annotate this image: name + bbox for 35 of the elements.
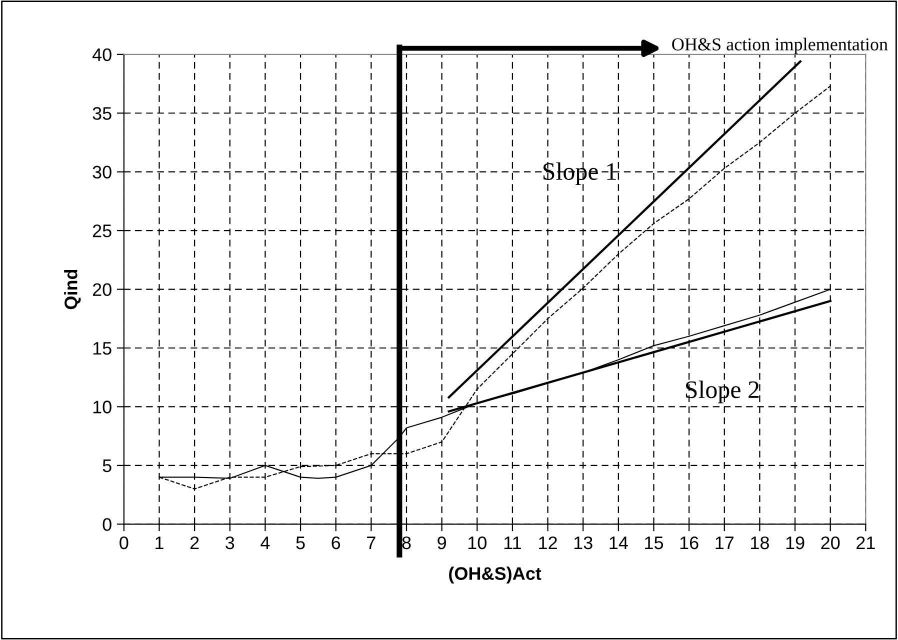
y-tick-label: 5 [102,460,112,472]
x-tick-label: 1 [156,536,164,550]
y-tick-label: 20 [92,283,112,296]
y-tick-label: 30 [92,166,112,179]
y-tick-label: 10 [93,400,112,414]
x-tick-label: 4 [260,536,270,550]
x-tick-label: 21 [856,536,875,550]
x-tick-label: 14 [610,536,628,550]
y-tick-label: 35 [92,107,112,120]
x-tick-label: 10 [468,536,486,550]
x-tick-label: 7 [367,536,376,550]
y-tick-label: 40 [92,48,112,62]
x-tick-label: 17 [716,536,734,550]
x-tick-label: 15 [645,536,664,550]
x-tick-label: 8 [402,536,411,550]
series-label: Slope 2 [686,380,759,404]
x-tick-label: 12 [539,536,557,550]
x-tick-label: 13 [574,536,592,550]
x-tick-label: 19 [786,536,804,550]
x-tick-label: 16 [680,536,698,550]
x-tick-label: 11 [504,536,521,550]
y-tick-label: 15 [93,342,112,355]
ref-line-label: OH&S action implementation [672,38,888,54]
x-tick-label: 0 [120,536,128,550]
x-tick-label: 9 [438,536,446,550]
y-axis-title: Qind [64,270,81,310]
y-tick-label: 25 [92,224,112,238]
x-tick-label: 18 [751,536,769,550]
x-tick-label: 6 [332,536,340,550]
x-axis-title: (OH&S)Act [449,566,542,584]
y-tick-label: 0 [102,518,112,531]
x-tick-label: 2 [190,536,199,550]
x-tick-label: 20 [821,536,840,550]
x-tick-label: 5 [296,536,305,550]
x-tick-label: 3 [226,536,234,550]
